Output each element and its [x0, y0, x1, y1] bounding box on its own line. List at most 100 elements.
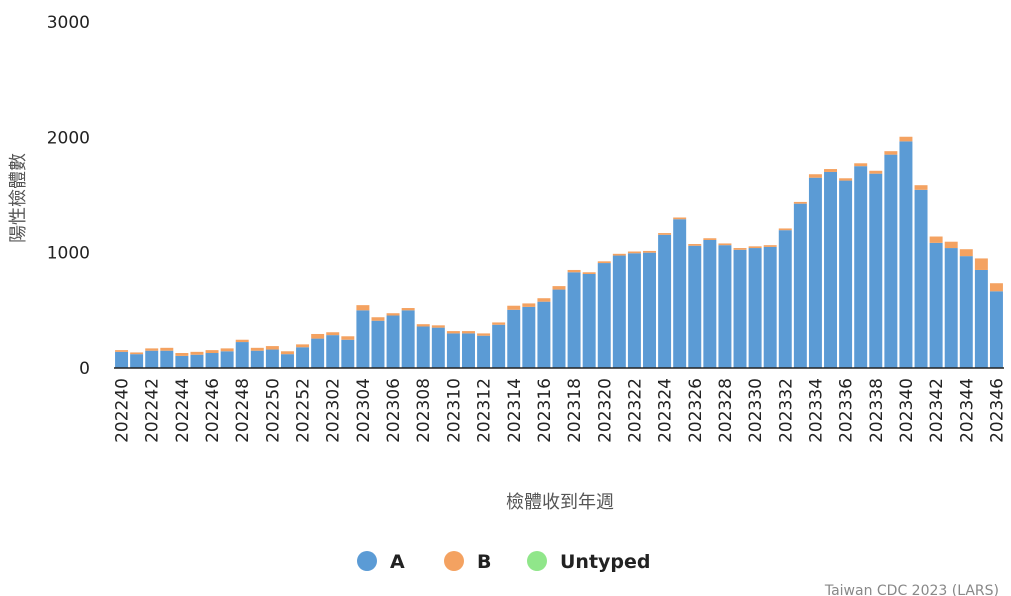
bar-a-202241: [130, 354, 144, 368]
bar-b-202307: [401, 308, 415, 311]
bar-a-202314: [507, 309, 521, 368]
credit-text: Taiwan CDC 2023 (LARS): [824, 583, 999, 596]
bar-a-202306: [386, 315, 400, 368]
bar-a-202305: [371, 320, 385, 368]
x-tick-label: 202324: [656, 378, 676, 443]
bar-b-202326: [688, 244, 702, 246]
bar-b-202316: [537, 298, 551, 302]
bar-b-202310: [446, 331, 460, 334]
bar-a-202326: [688, 245, 702, 368]
bar-a-202302: [326, 335, 340, 368]
bar-a-202338: [869, 173, 883, 368]
x-tick-label: 202336: [837, 378, 857, 443]
x-tick-label: 202308: [414, 378, 434, 443]
bar-b-202245: [190, 351, 204, 355]
x-tick-label: 202246: [203, 378, 223, 443]
y-tick-label: 3000: [47, 13, 90, 33]
legend-swatch-b: [444, 551, 464, 571]
bar-a-202240: [115, 351, 129, 368]
bar-a-202244: [175, 355, 189, 368]
y-tick-label: 0: [79, 359, 90, 379]
bar-b-202246: [205, 350, 219, 353]
bar-a-202333: [793, 203, 807, 368]
bar-a-202329: [733, 249, 747, 368]
bar-a-202317: [552, 289, 566, 368]
bar-a-202309: [431, 327, 445, 368]
bar-b-202330: [748, 246, 762, 249]
bar-b-202318: [567, 269, 581, 273]
bar-b-202244: [175, 353, 189, 356]
bar-a-202323: [643, 252, 656, 368]
bar-a-202301: [311, 338, 325, 368]
bar-a-202249: [250, 350, 264, 368]
bar-a-202316: [537, 301, 551, 368]
x-tick-label: 202252: [294, 378, 314, 443]
bar-a-202335: [824, 171, 838, 368]
bar-a-202250: [265, 349, 279, 368]
bar-a-202248: [235, 342, 249, 368]
bar-a-202247: [220, 351, 234, 368]
bar-a-202320: [597, 263, 611, 368]
bar-b-202345: [974, 258, 988, 270]
x-tick-label: 202302: [324, 378, 344, 443]
bar-b-202305: [371, 317, 385, 321]
x-axis-title: 檢體收到年週: [506, 492, 614, 513]
bar-b-202313: [492, 322, 506, 325]
x-tick-label: 202240: [113, 378, 133, 443]
bar-b-202321: [612, 253, 626, 256]
bar-a-202346: [989, 291, 1003, 368]
bar-b-202320: [597, 261, 611, 264]
bar-a-202331: [763, 246, 777, 368]
bar-b-202248: [235, 339, 249, 343]
x-tick-label: 202304: [354, 378, 374, 443]
bar-a-202343: [944, 248, 958, 368]
x-tick-label: 202316: [535, 378, 555, 443]
x-tick-label: 202338: [867, 378, 887, 443]
bar-b-202343: [944, 241, 958, 249]
bar-b-202322: [627, 251, 641, 254]
bar-a-202252: [296, 347, 310, 368]
bar-a-202340: [899, 141, 913, 368]
bar-b-202338: [869, 170, 883, 174]
bars: [115, 136, 1003, 368]
bar-a-202313: [492, 324, 506, 368]
bar-b-202314: [507, 305, 521, 310]
x-tick-label: 202244: [173, 378, 193, 443]
bar-b-202309: [431, 325, 445, 328]
bar-b-202317: [552, 286, 566, 290]
bar-a-202342: [929, 242, 943, 368]
bar-b-202301: [311, 333, 325, 339]
bar-b-202325: [673, 217, 687, 220]
bar-b-202303: [341, 336, 355, 340]
bar-a-202310: [446, 333, 460, 368]
legend-label-a: A: [390, 551, 405, 573]
bar-a-202327: [703, 239, 717, 368]
bar-a-202308: [416, 326, 430, 368]
x-tick-label: 202318: [565, 378, 585, 443]
legend-label-b: B: [477, 551, 491, 573]
bar-b-202252: [296, 344, 310, 348]
bar-a-202332: [778, 230, 792, 368]
bar-b-202243: [160, 347, 174, 351]
bar-a-202318: [567, 272, 581, 368]
y-axis-ticks: 0 1000 2000 3000: [47, 13, 90, 379]
bar-b-202311: [462, 331, 475, 334]
bar-b-202319: [582, 272, 596, 274]
bar-a-202344: [959, 256, 973, 368]
bar-b-202329: [733, 248, 747, 250]
bar-b-202247: [220, 348, 234, 352]
bar-a-202242: [145, 350, 159, 368]
bar-a-202325: [673, 219, 687, 368]
bar-b-202306: [386, 313, 400, 316]
bar-a-202321: [612, 255, 626, 368]
bar-a-202311: [462, 333, 475, 368]
x-tick-label: 202242: [143, 378, 163, 443]
y-tick-label: 1000: [47, 244, 90, 264]
bar-a-202315: [522, 306, 536, 368]
legend-swatch-untyped: [527, 551, 547, 571]
bar-a-202312: [477, 335, 491, 368]
bar-b-202336: [839, 178, 853, 181]
bar-b-202312: [477, 333, 491, 336]
x-tick-label: 202250: [263, 378, 283, 443]
